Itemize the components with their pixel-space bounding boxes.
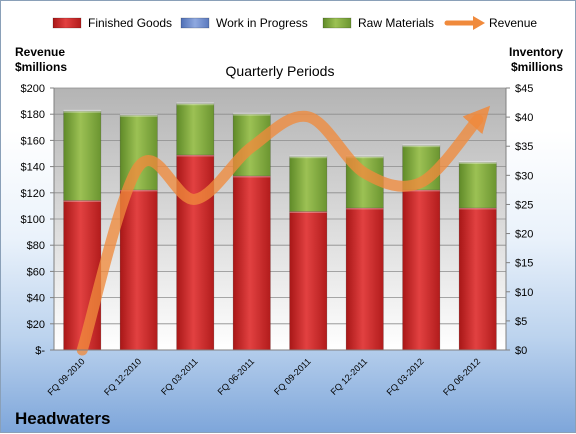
left-axis-tick-label: $120: [21, 188, 45, 200]
bar-finished-goods: [119, 189, 158, 351]
left-axis-tick-label: $160: [21, 135, 45, 147]
left-axis-label-line2: $millions: [15, 60, 67, 74]
bar-highlight-raw-materials: [120, 113, 158, 117]
bar-highlight-raw-materials: [233, 112, 271, 116]
bar-highlight-raw-materials: [176, 102, 214, 106]
bar-highlight-raw-materials: [346, 155, 384, 159]
x-axis-tick-label: FQ 12-2011: [329, 356, 370, 397]
left-axis-tick-label: $-: [35, 345, 45, 357]
legend-swatch-raw-materials: [322, 17, 352, 29]
line-revenue: [76, 105, 491, 356]
legend-swatch-work-in-progress: [180, 17, 210, 29]
left-axis-tick-label: $80: [27, 240, 45, 252]
left-axis-tick-label: $100: [21, 214, 45, 226]
bar-finished-goods: [345, 207, 384, 351]
bar-finished-goods: [232, 175, 271, 351]
left-axis-tick-label: $200: [21, 83, 45, 95]
right-axis-tick-label: $0: [515, 345, 527, 357]
left-axis-tick-label: $20: [27, 319, 45, 331]
bar-raw-materials: [119, 115, 158, 191]
right-axis-tick-label: $45: [515, 83, 533, 95]
right-axis-label-line1: Inventory: [509, 45, 563, 59]
bar-finished-goods: [402, 189, 441, 351]
x-axis-tick-label: FQ 03-2011: [159, 356, 200, 397]
x-axis-tick-label: FQ 12-2010: [102, 356, 143, 397]
right-axis-tick-label: $15: [515, 258, 533, 270]
bar-raw-materials: [63, 110, 102, 201]
revenue-line: [76, 105, 491, 356]
left-axis-tick-label: $180: [21, 109, 45, 121]
legend-swatch-finished-goods: [52, 17, 82, 29]
legend-label-work-in-progress: Work in Progress: [216, 16, 308, 30]
legend-label-revenue: Revenue: [489, 16, 537, 30]
bar-raw-materials: [458, 162, 497, 209]
bar-finished-goods: [176, 154, 215, 351]
right-axis-tick-label: $40: [515, 112, 533, 124]
legend: Finished Goods Work in Progress Raw Materi…: [52, 16, 537, 30]
bar-raw-materials: [176, 103, 215, 156]
right-axis-tick-label: $10: [515, 287, 533, 299]
left-axis-tick-label: $140: [21, 162, 45, 174]
right-axis-tick-label: $5: [515, 316, 527, 328]
right-axis-label-line2: $millions: [511, 60, 563, 74]
bar-finished-goods: [289, 211, 328, 351]
right-axis-tick-label: $35: [515, 141, 533, 153]
bar-highlight-raw-materials: [402, 144, 440, 148]
x-axis-tick-label: FQ 03-2012: [385, 356, 426, 397]
left-axis-tick-label: $60: [27, 266, 45, 278]
bar-finished-goods: [63, 200, 102, 351]
company-name: Headwaters: [15, 409, 110, 428]
x-axis-tick-label: FQ 09-2010: [46, 356, 87, 397]
legend-label-raw-materials: Raw Materials: [358, 16, 434, 30]
legend-arrowhead: [473, 16, 485, 30]
left-axis-label-line1: Revenue: [15, 45, 65, 59]
bar-highlight-raw-materials: [459, 161, 497, 165]
right-axis-tick-label: $20: [515, 229, 533, 241]
x-axis-tick-label: FQ 09-2011: [272, 356, 313, 397]
x-axis-tick-label: FQ 06-2012: [441, 356, 482, 397]
right-axis-tick-label: $25: [515, 199, 533, 211]
bar-raw-materials: [289, 156, 328, 212]
bar-finished-goods: [458, 207, 497, 351]
chart-title: Quarterly Periods: [226, 63, 335, 79]
bar-highlight-raw-materials: [63, 109, 101, 113]
bars: [63, 102, 497, 351]
bar-highlight-raw-materials: [289, 155, 327, 159]
legend-label-finished-goods: Finished Goods: [88, 16, 172, 30]
right-axis-tick-label: $30: [515, 170, 533, 182]
left-axis-tick-label: $40: [27, 293, 45, 305]
x-axis-tick-label: FQ 06-2011: [216, 356, 257, 397]
